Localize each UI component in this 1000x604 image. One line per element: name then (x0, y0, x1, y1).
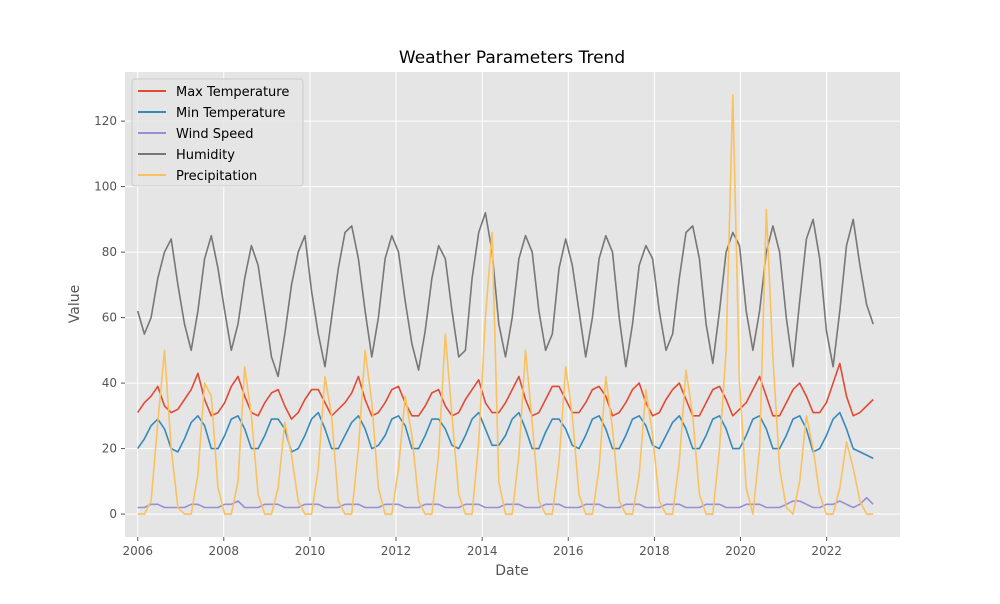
x-tick-label: 2012 (381, 544, 412, 558)
y-tick-label: 20 (102, 442, 117, 456)
y-tick-label: 0 (109, 507, 117, 521)
y-tick-label: 80 (102, 245, 117, 259)
series-precipitation-line (137, 94, 874, 515)
x-tick-label: 2006 (122, 544, 153, 558)
x-axis: 2006 2008 2010 2012 2014 2016 2018 2020 2022 (122, 537, 842, 558)
legend-label: Max Temperature (176, 85, 289, 100)
x-tick-label: 2020 (725, 544, 756, 558)
y-axis: 0 20 40 60 80 100 120 (94, 114, 125, 521)
y-axis-label: Value (67, 285, 83, 323)
grid (125, 72, 900, 537)
series-layer (136, 94, 874, 515)
x-tick-label: 2010 (295, 544, 326, 558)
x-tick-label: 2018 (639, 544, 670, 558)
y-tick-label: 100 (94, 180, 117, 194)
x-axis-label: Date (495, 563, 528, 579)
y-tick-label: 40 (102, 376, 117, 390)
x-tick-label: 2016 (553, 544, 584, 558)
legend-box (131, 78, 304, 187)
series-humidity-line (136, 212, 874, 378)
series-max-temperature-line (137, 362, 874, 420)
legend-label: Min Temperature (176, 106, 286, 121)
x-tick-label: 2008 (209, 544, 240, 558)
y-tick-label: 60 (102, 311, 117, 325)
x-tick-label: 2014 (467, 544, 498, 558)
series-min-temperature-line (137, 411, 874, 460)
legend: Max Temperature Min Temperature Wind Speed… (131, 78, 304, 187)
legend-label: Humidity (176, 148, 235, 163)
legend-label: Wind Speed (176, 127, 254, 142)
x-tick-label: 2022 (811, 544, 842, 558)
chart-title: Weather Parameters Trend (399, 48, 625, 68)
legend-label: Precipitation (176, 169, 257, 184)
y-tick-label: 120 (94, 114, 117, 128)
